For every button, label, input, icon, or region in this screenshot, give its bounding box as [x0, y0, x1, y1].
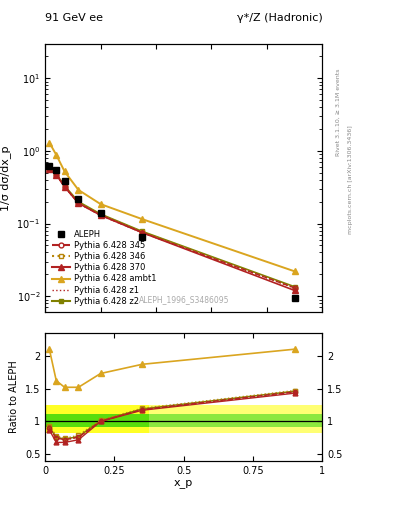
ALEPH: [54, 167, 59, 173]
Y-axis label: Ratio to ALEPH: Ratio to ALEPH: [9, 360, 19, 433]
ALEPH: [292, 295, 297, 301]
Line: ALEPH: ALEPH: [46, 162, 298, 301]
Text: mcplots.cern.ch [arXiv:1306.3436]: mcplots.cern.ch [arXiv:1306.3436]: [348, 125, 353, 233]
Y-axis label: 1/σ dσ/dx_p: 1/σ dσ/dx_p: [0, 145, 11, 210]
Legend: ALEPH, Pythia 6.428 345, Pythia 6.428 346, Pythia 6.428 370, Pythia 6.428 ambt1,: ALEPH, Pythia 6.428 345, Pythia 6.428 34…: [50, 228, 160, 308]
Text: ALEPH_1996_S3486095: ALEPH_1996_S3486095: [138, 295, 229, 304]
ALEPH: [62, 178, 67, 184]
Text: γ*/Z (Hadronic): γ*/Z (Hadronic): [237, 13, 322, 23]
ALEPH: [98, 210, 103, 216]
Text: 91 GeV ee: 91 GeV ee: [45, 13, 103, 23]
X-axis label: x_p: x_p: [174, 478, 193, 488]
ALEPH: [76, 196, 81, 202]
ALEPH: [140, 234, 145, 240]
Text: Rivet 3.1.10, ≥ 3.1M events: Rivet 3.1.10, ≥ 3.1M events: [336, 69, 341, 156]
ALEPH: [47, 163, 52, 169]
